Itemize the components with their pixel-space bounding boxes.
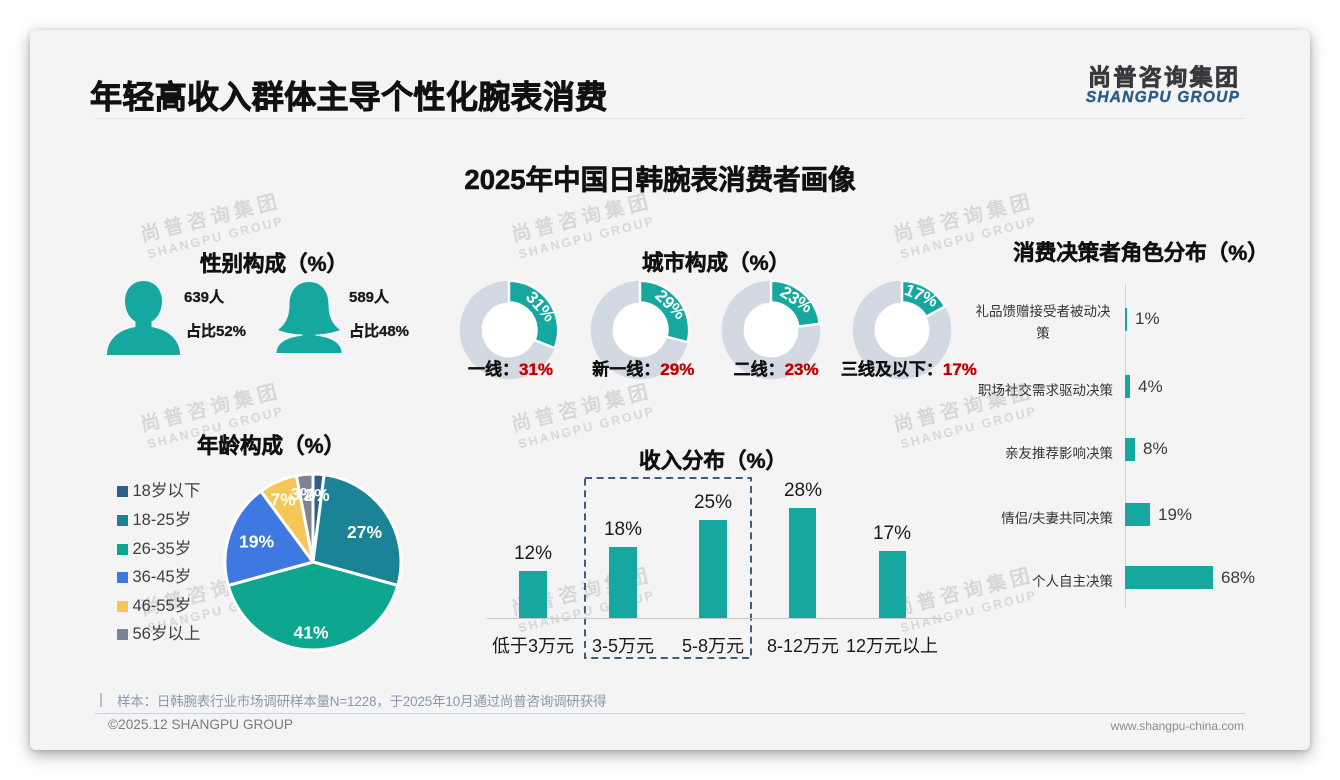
svg-text:7%: 7%: [270, 490, 296, 510]
svg-text:19%: 19%: [239, 532, 274, 552]
svg-text:3%: 3%: [290, 484, 316, 504]
svg-text:2%: 2%: [304, 485, 330, 505]
svg-text:41%: 41%: [293, 623, 328, 643]
svg-text:27%: 27%: [347, 522, 382, 542]
